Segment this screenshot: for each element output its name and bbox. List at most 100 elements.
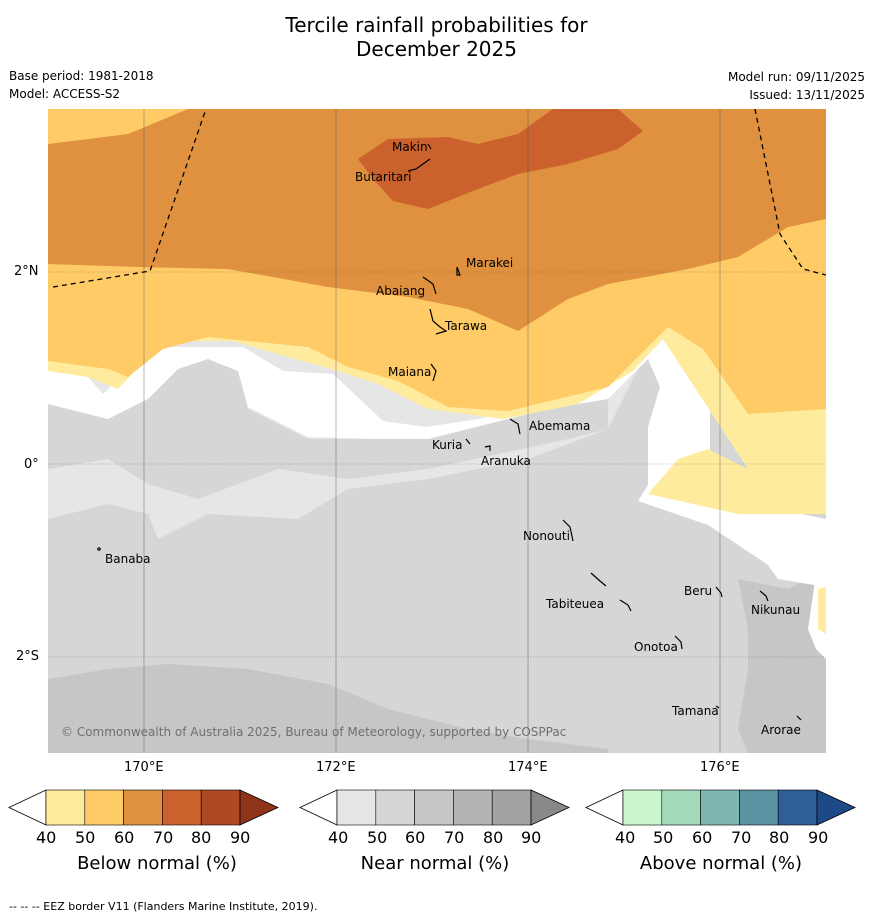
cbar-tick: 70 xyxy=(444,828,465,847)
colorbar-extend-low xyxy=(585,789,624,826)
kuria-island xyxy=(465,438,471,445)
cbar-tick: 40 xyxy=(615,828,636,847)
place-label: Tabiteuea xyxy=(546,597,605,611)
below-normal-70-80-region xyxy=(358,109,643,209)
lat-label-2n: 2°N xyxy=(14,264,39,279)
marakei-island xyxy=(456,266,461,276)
place-label: Onotoa xyxy=(634,640,678,654)
cbar-tick: 90 xyxy=(230,828,251,847)
colorbar-title-above: Above normal (%) xyxy=(639,853,803,874)
beru-island xyxy=(715,586,723,598)
colorbar-ticks-near: 40 50 60 70 80 90 xyxy=(299,828,571,848)
colorbar-near-normal xyxy=(299,789,570,826)
colorbar-ticks-below: 40 50 60 70 80 90 xyxy=(8,828,280,848)
place-label: Banaba xyxy=(105,552,151,566)
model-run: Model run: 09/11/2025 xyxy=(727,70,865,84)
colorbar-ticks-above: 40 50 60 70 80 90 xyxy=(585,828,857,848)
colorbar-segment xyxy=(200,789,241,826)
colorbar-above-normal xyxy=(585,789,856,826)
cbar-tick: 60 xyxy=(692,828,713,847)
place-label: Kuria xyxy=(432,438,463,452)
nikunau-island xyxy=(759,590,769,602)
colorbar-segment xyxy=(700,789,740,826)
cbar-tick: 40 xyxy=(328,828,349,847)
colorbar-extend-high xyxy=(530,789,570,826)
lon-label-176e: 176°E xyxy=(700,760,740,775)
lon-label-174e: 174°E xyxy=(508,760,548,775)
cbar-tick: 80 xyxy=(483,828,504,847)
place-label: Tamana xyxy=(672,704,719,718)
below-normal-50-60-corner xyxy=(48,109,188,144)
tarawa-island xyxy=(429,308,448,335)
maiana-island xyxy=(430,363,437,382)
aranuka-island xyxy=(484,445,491,451)
tabiteuea-south xyxy=(619,599,632,612)
colorbar-segment xyxy=(739,789,779,826)
colorbar-extend-high xyxy=(239,789,279,826)
cbar-tick: 70 xyxy=(731,828,752,847)
cbar-tick: 50 xyxy=(75,828,96,847)
place-label: Marakei xyxy=(466,256,514,270)
lat-label-2s: 2°S xyxy=(16,649,40,664)
colorbar-segment xyxy=(414,789,454,826)
near-normal-60-70-east xyxy=(738,569,826,753)
forecast-map xyxy=(48,109,826,753)
colorbar-segment xyxy=(661,789,701,826)
place-label: Makin xyxy=(392,140,428,154)
issued-date: Issued: 13/11/2025 xyxy=(749,88,865,102)
colorbar-extend-low xyxy=(299,789,338,826)
abaiang-island xyxy=(422,276,437,295)
base-period: Base period: 1981-2018 xyxy=(9,69,154,83)
cbar-tick: 50 xyxy=(367,828,388,847)
place-label: Tarawa xyxy=(445,319,488,333)
colorbar-segment xyxy=(84,789,124,826)
graticule xyxy=(48,109,826,753)
place-label: Abemama xyxy=(529,419,591,433)
cbar-tick: 60 xyxy=(405,828,426,847)
colorbar-extend-low xyxy=(8,789,47,826)
colorbar-extend-high xyxy=(816,789,856,826)
colorbar-below-normal xyxy=(8,789,279,826)
cbar-tick: 60 xyxy=(114,828,135,847)
eez-border xyxy=(52,109,826,288)
cbar-tick: 50 xyxy=(653,828,674,847)
below-normal-60-70-region xyxy=(48,109,826,331)
banaba-island xyxy=(97,547,101,551)
cbar-tick: 80 xyxy=(769,828,790,847)
place-label: Arorae xyxy=(761,723,801,737)
below-normal-40-50-patch xyxy=(818,587,826,634)
colorbar-segment xyxy=(491,789,532,826)
arorae-island xyxy=(796,715,802,721)
lon-label-172e: 172°E xyxy=(316,760,356,775)
place-label: Maiana xyxy=(388,365,432,379)
nonouti-island xyxy=(562,519,574,542)
model-name: Model: ACCESS-S2 xyxy=(9,87,121,101)
colorbar-segment xyxy=(777,789,818,826)
place-label: Butaritari xyxy=(355,170,412,184)
butaritari-island xyxy=(407,158,431,172)
place-label: Nikunau xyxy=(751,603,801,617)
colorbar-segment xyxy=(45,789,86,826)
onotoa-island xyxy=(674,635,683,650)
cbar-tick: 90 xyxy=(808,828,829,847)
below-normal-40-50-east xyxy=(648,449,826,514)
place-label: Nonouti xyxy=(523,529,570,543)
eez-border-legend: -- -- -- EEZ border V11 (Flanders Marine… xyxy=(9,900,318,913)
place-label: Beru xyxy=(684,584,713,598)
near-normal-60-70-region xyxy=(48,664,608,753)
tabiteuea-north xyxy=(590,572,607,587)
lat-label-0: 0° xyxy=(24,457,39,472)
colorbar-segment xyxy=(622,789,663,826)
colorbar-title-near: Near normal (%) xyxy=(360,853,510,874)
island-outlines xyxy=(97,143,802,721)
place-label: Abaiang xyxy=(376,284,426,298)
below-40-buffer xyxy=(48,321,826,587)
colorbar-segment xyxy=(162,789,202,826)
abemama-island xyxy=(509,418,521,435)
cbar-tick: 90 xyxy=(521,828,542,847)
copyright-notice: © Commonwealth of Australia 2025, Bureau… xyxy=(61,725,567,739)
tamana-island xyxy=(715,705,720,709)
colorbar-segment xyxy=(453,789,493,826)
colorbar-segment xyxy=(375,789,415,826)
place-label: Aranuka xyxy=(481,454,531,468)
